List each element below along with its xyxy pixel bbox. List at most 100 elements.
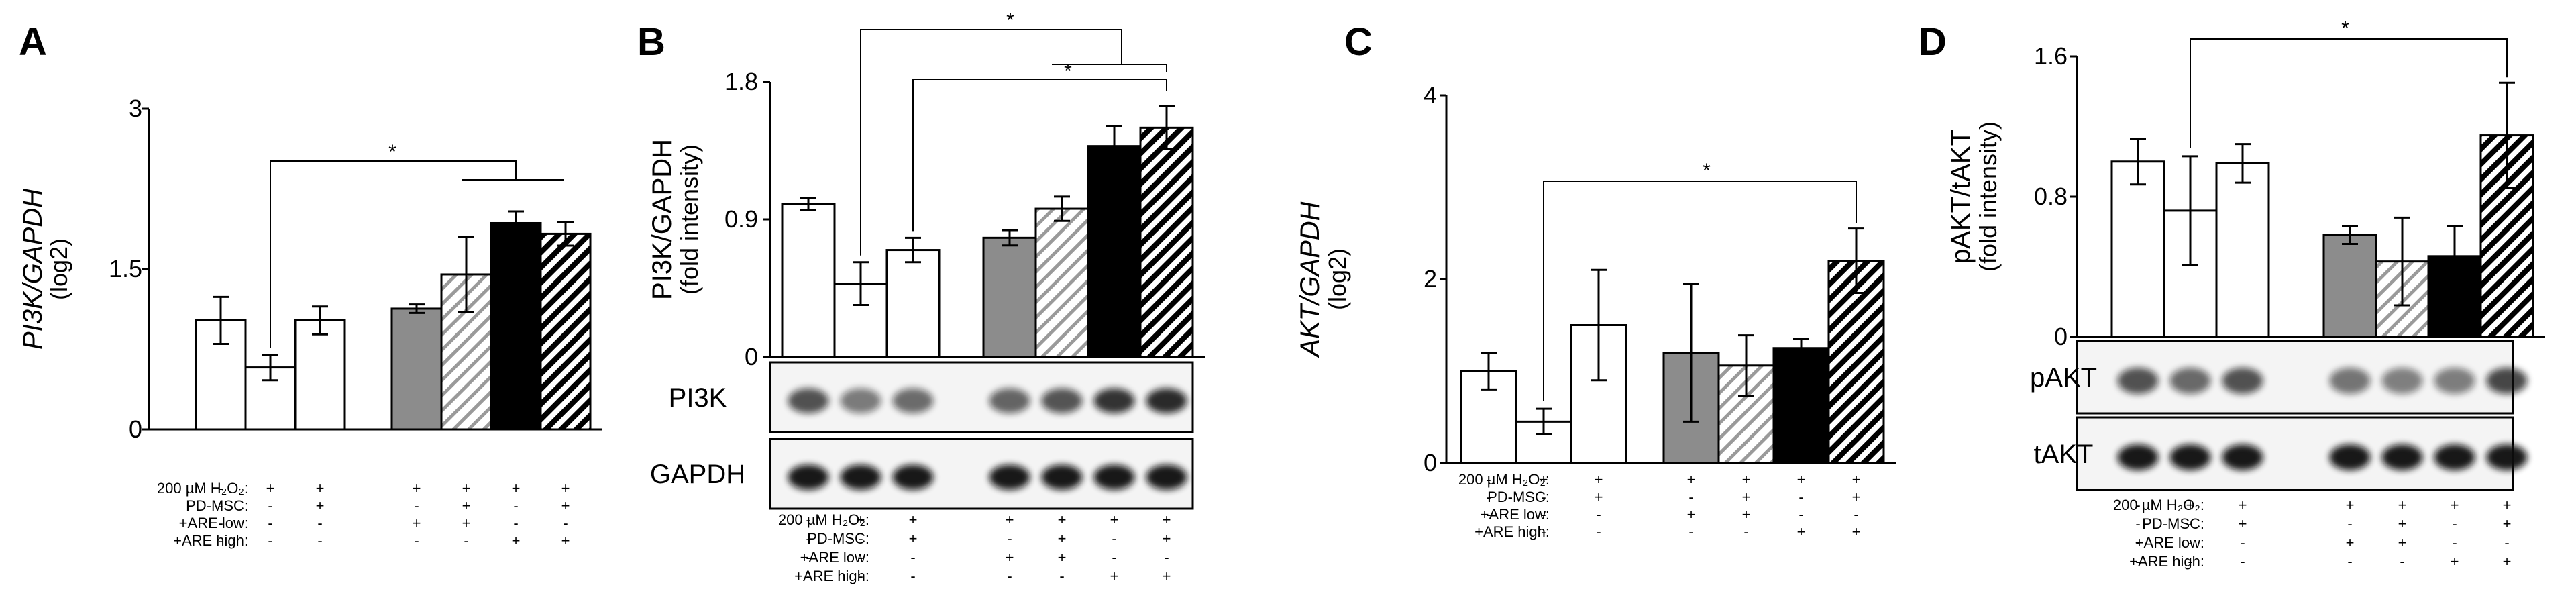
condition-sign: + xyxy=(909,511,918,528)
condition-sign: + xyxy=(561,497,570,514)
condition-sign: - xyxy=(1799,489,1803,505)
condition-sign: + xyxy=(2398,497,2407,513)
bar xyxy=(539,232,592,431)
condition-sign: - xyxy=(1799,506,1803,523)
condition-sign: + xyxy=(266,480,275,497)
condition-sign: + xyxy=(2186,497,2195,513)
condition-sign: - xyxy=(2188,534,2192,551)
condition-label: +ARE high: xyxy=(794,568,869,584)
condition-sign: + xyxy=(413,515,421,531)
condition-sign: - xyxy=(1486,523,1491,540)
bar xyxy=(1034,207,1089,358)
blot-band xyxy=(2329,367,2371,394)
panel-letter-d: D xyxy=(1919,20,1947,64)
condition-sign: - xyxy=(414,532,419,549)
bar xyxy=(1772,347,1830,464)
condition-label: 200 µM H₂O₂: xyxy=(1458,471,1550,488)
condition-sign: - xyxy=(910,549,915,566)
condition-sign: - xyxy=(910,568,915,584)
y-tick-label: 4 xyxy=(1424,81,1437,109)
condition-sign: + xyxy=(2503,515,2512,532)
condition-label: +ARE low: xyxy=(179,515,248,531)
condition-sign: - xyxy=(1486,471,1491,488)
condition-sign: + xyxy=(2398,534,2407,551)
condition-label: +ARE high: xyxy=(2129,553,2204,570)
condition-sign: - xyxy=(2347,553,2352,570)
condition-sign: + xyxy=(1797,523,1806,540)
significance-star: * xyxy=(1703,160,1711,182)
condition-sign: + xyxy=(1797,471,1806,488)
y-tick-label: 0 xyxy=(2054,323,2068,350)
y-axis-label: PI3K/GAPDH xyxy=(18,189,48,350)
condition-sign: + xyxy=(462,480,471,497)
condition-sign: - xyxy=(1112,530,1116,547)
condition-sign: - xyxy=(218,497,223,514)
condition-sign: - xyxy=(2400,553,2404,570)
condition-sign: - xyxy=(414,497,419,514)
condition-sign: - xyxy=(2504,534,2509,551)
condition-sign: - xyxy=(268,497,272,514)
condition-sign: - xyxy=(317,532,322,549)
condition-label: 200 µM H₂O₂: xyxy=(157,480,248,497)
condition-sign: + xyxy=(462,515,471,531)
blot-band xyxy=(840,464,881,490)
condition-sign: + xyxy=(1742,489,1751,505)
condition-sign: + xyxy=(2398,515,2407,532)
blot-band xyxy=(2381,444,2423,470)
significance-bracket xyxy=(2190,38,2508,148)
blot-band xyxy=(1093,464,1135,490)
condition-sign: + xyxy=(2346,497,2355,513)
condition-sign: - xyxy=(1541,523,1546,540)
condition-sign: - xyxy=(1541,506,1546,523)
y-axis-unit-label: (log2) xyxy=(1324,248,1351,310)
condition-sign: - xyxy=(1486,506,1491,523)
blot-band xyxy=(2169,444,2211,470)
condition-label: 200 µM H₂O₂: xyxy=(778,511,869,528)
condition-sign: + xyxy=(1110,568,1119,584)
condition-sign: + xyxy=(1006,511,1014,528)
blot-band xyxy=(2381,367,2423,394)
condition-sign: + xyxy=(561,480,570,497)
y-axis-unit-label: (fold intensity) xyxy=(1974,121,2002,272)
significance-star: * xyxy=(2341,17,2349,40)
blot-band xyxy=(892,388,934,413)
blot-band xyxy=(2434,444,2475,470)
condition-sign: - xyxy=(1112,549,1116,566)
condition-sign: + xyxy=(512,480,521,497)
y-axis-label: PI3K/GAPDH xyxy=(647,139,677,300)
bar xyxy=(781,203,836,358)
condition-sign: - xyxy=(1541,489,1546,505)
condition-sign: + xyxy=(2346,534,2355,551)
significance-bracket xyxy=(270,160,517,348)
y-tick-label: 0.9 xyxy=(724,205,758,233)
condition-sign: - xyxy=(806,549,810,566)
condition-sign: + xyxy=(561,532,570,549)
condition-label: +ARE high: xyxy=(1474,523,1550,540)
condition-sign: + xyxy=(2239,497,2247,513)
condition-sign: - xyxy=(513,515,518,531)
blot-label: pAKT xyxy=(2030,363,2097,393)
condition-sign: + xyxy=(1852,523,1861,540)
condition-sign: + xyxy=(1163,511,1171,528)
y-tick-label: 0 xyxy=(745,343,758,370)
condition-sign: - xyxy=(317,515,322,531)
condition-label: +ARE high: xyxy=(173,532,248,549)
condition-sign: + xyxy=(1595,489,1603,505)
condition-sign: + xyxy=(1687,506,1696,523)
condition-sign: + xyxy=(1163,568,1171,584)
condition-label: +ARE low: xyxy=(800,549,869,566)
blot-band xyxy=(989,464,1030,490)
y-axis-label: pAKT/tAKT xyxy=(1946,130,1976,264)
condition-sign: - xyxy=(1164,549,1169,566)
y-tick-label: 2 xyxy=(1424,265,1437,293)
bar xyxy=(2322,234,2377,338)
condition-label: +ARE low: xyxy=(2135,534,2204,551)
blot-band xyxy=(989,388,1030,413)
blot-band xyxy=(2329,444,2371,470)
panel-letter-b: B xyxy=(637,20,665,64)
y-tick-label: 0 xyxy=(1424,449,1437,476)
condition-sign: + xyxy=(857,511,865,528)
condition-sign: + xyxy=(909,530,918,547)
